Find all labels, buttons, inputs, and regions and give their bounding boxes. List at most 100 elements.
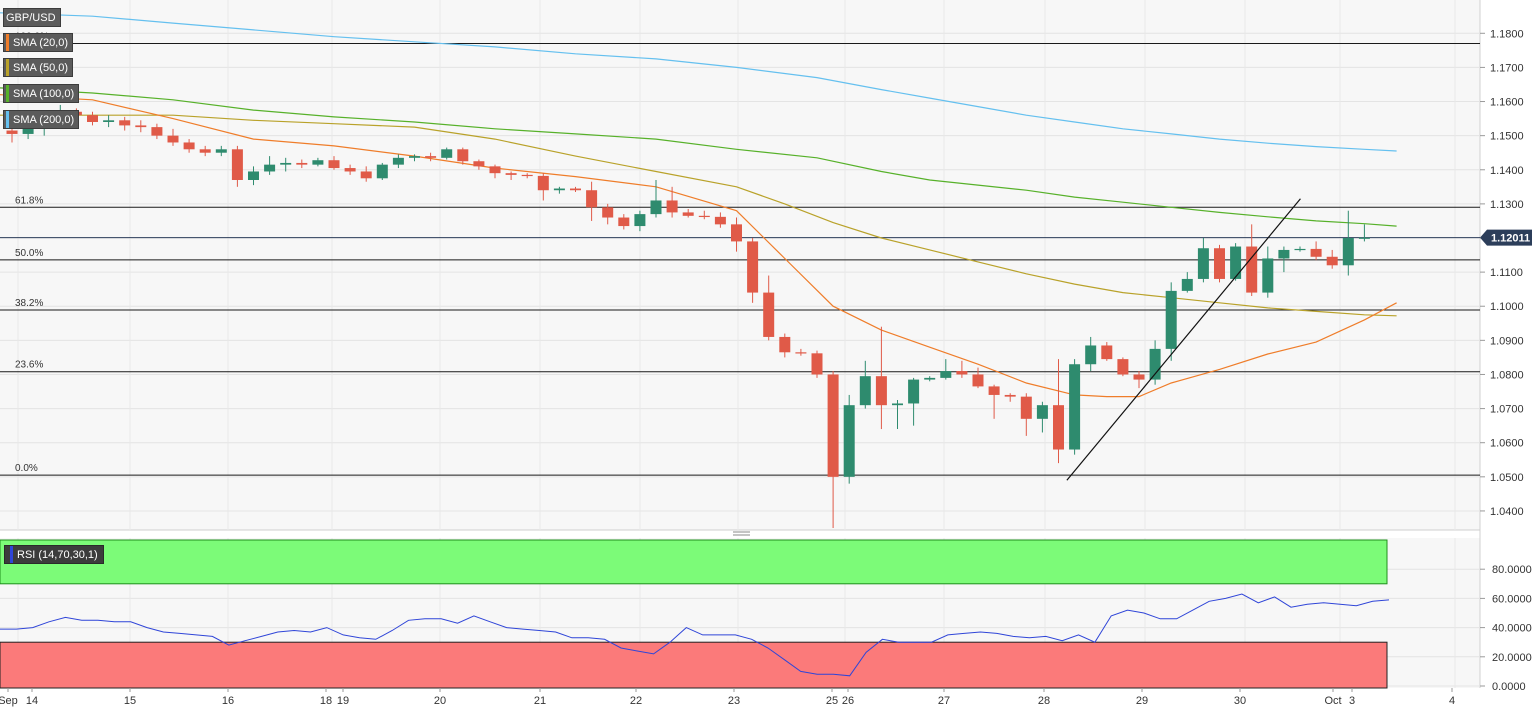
candle-body bbox=[1133, 374, 1145, 380]
candle-body bbox=[103, 120, 115, 122]
x-tick-label: 15 bbox=[124, 695, 136, 707]
candle-body bbox=[1342, 238, 1354, 266]
y-tick-label: 1.0500 bbox=[1490, 472, 1524, 484]
x-tick-label: 27 bbox=[938, 695, 950, 707]
x-tick-label: 18 bbox=[320, 695, 332, 707]
y-tick-label: 1.0800 bbox=[1490, 369, 1524, 381]
candle bbox=[328, 156, 340, 170]
candle-body bbox=[1085, 345, 1097, 365]
candle bbox=[425, 152, 437, 162]
fib-label: 61.8% bbox=[15, 195, 43, 206]
legend-sma-20[interactable]: SMA (20,0) bbox=[3, 33, 74, 52]
candle-body bbox=[1294, 248, 1306, 251]
candle bbox=[570, 186, 581, 192]
candle bbox=[441, 147, 453, 160]
fib-label: 50.0% bbox=[15, 248, 43, 259]
candle bbox=[843, 394, 855, 484]
y-tick-label: 1.1000 bbox=[1490, 301, 1524, 313]
candle bbox=[924, 376, 936, 382]
candle-body bbox=[698, 215, 710, 218]
candle bbox=[135, 120, 147, 133]
candle bbox=[87, 111, 98, 126]
x-tick-label: 22 bbox=[630, 695, 642, 707]
candle bbox=[1101, 342, 1113, 361]
candle bbox=[795, 348, 807, 356]
candle bbox=[167, 128, 179, 146]
rsi-y-tick-label: 0.0000 bbox=[1492, 681, 1526, 693]
candle-body bbox=[827, 374, 839, 477]
legend-sma-50[interactable]: SMA (50,0) bbox=[3, 58, 74, 77]
y-tick-label: 1.1500 bbox=[1490, 131, 1524, 143]
x-tick-label: 16 bbox=[222, 695, 234, 707]
x-tick-label: 28 bbox=[1038, 695, 1050, 707]
candle bbox=[199, 145, 211, 157]
pane-resize-handle[interactable] bbox=[733, 531, 750, 536]
candle bbox=[1181, 272, 1193, 293]
candle bbox=[151, 123, 163, 140]
candle-body bbox=[521, 174, 533, 177]
candle-body bbox=[859, 376, 871, 406]
candle-body bbox=[618, 217, 630, 227]
x-tick-label: 4 bbox=[1449, 695, 1455, 707]
candle-body bbox=[1165, 290, 1177, 349]
candle-body bbox=[215, 149, 227, 153]
candle bbox=[1085, 336, 1097, 372]
candle-body bbox=[135, 125, 147, 128]
legend-sma-20-swatch bbox=[6, 34, 9, 51]
candle-body bbox=[473, 161, 485, 167]
rsi-y-tick-label: 20.0000 bbox=[1492, 652, 1532, 664]
legend-rsi[interactable]: RSI (14,70,30,1) bbox=[4, 545, 104, 564]
legend-sma-20-label: SMA (20,0) bbox=[13, 36, 69, 49]
rsi-oversold-zone bbox=[0, 641, 1388, 689]
legend-sma-100[interactable]: SMA (100,0) bbox=[3, 84, 80, 103]
candle bbox=[264, 156, 276, 175]
candle-body bbox=[1149, 348, 1161, 380]
candle bbox=[248, 166, 259, 186]
y-tick-label: 1.1600 bbox=[1490, 97, 1524, 109]
trendline bbox=[1066, 198, 1301, 481]
legend-sma-200[interactable]: SMA (200,0) bbox=[3, 110, 80, 129]
y-tick-label: 1.1800 bbox=[1490, 28, 1524, 40]
candle bbox=[875, 326, 887, 430]
candle bbox=[521, 173, 533, 179]
x-tick-label: 26 bbox=[842, 695, 854, 707]
candle-body bbox=[505, 173, 517, 175]
legend-sma-100-swatch bbox=[6, 85, 9, 102]
candle bbox=[457, 147, 469, 165]
rsi-overbought-zone bbox=[0, 539, 1388, 585]
fib-label: 38.2% bbox=[15, 298, 43, 309]
candle bbox=[1149, 340, 1161, 385]
legend-symbol[interactable]: GBP/USD bbox=[3, 8, 61, 27]
candle bbox=[1165, 282, 1177, 361]
candle-body bbox=[1246, 246, 1258, 293]
legend-rsi-label: RSI (14,70,30,1) bbox=[17, 548, 98, 561]
candle bbox=[360, 166, 372, 182]
candle bbox=[859, 360, 871, 409]
candle-body bbox=[409, 156, 420, 158]
candle-body bbox=[280, 162, 292, 165]
candle-body bbox=[151, 127, 163, 136]
candle-body bbox=[264, 164, 276, 172]
candle bbox=[1262, 246, 1274, 298]
candle bbox=[698, 210, 710, 220]
candle-body bbox=[22, 128, 34, 134]
candle bbox=[1004, 393, 1016, 402]
last-price-tag bbox=[1480, 229, 1532, 246]
candle-body bbox=[875, 376, 887, 406]
candle-body bbox=[602, 207, 614, 218]
candle-body bbox=[1310, 248, 1322, 257]
candle-body bbox=[779, 336, 791, 353]
candle-body bbox=[731, 224, 742, 242]
candle bbox=[537, 173, 549, 201]
candle-body bbox=[763, 292, 775, 337]
candle bbox=[634, 210, 646, 232]
candle-body bbox=[892, 403, 903, 406]
candle bbox=[747, 238, 759, 303]
candle bbox=[1294, 246, 1306, 252]
candle bbox=[650, 180, 662, 218]
candle-body bbox=[6, 130, 18, 134]
candle-body bbox=[795, 352, 807, 354]
candle-body bbox=[183, 142, 195, 150]
candle bbox=[731, 217, 742, 252]
candle bbox=[119, 116, 131, 131]
